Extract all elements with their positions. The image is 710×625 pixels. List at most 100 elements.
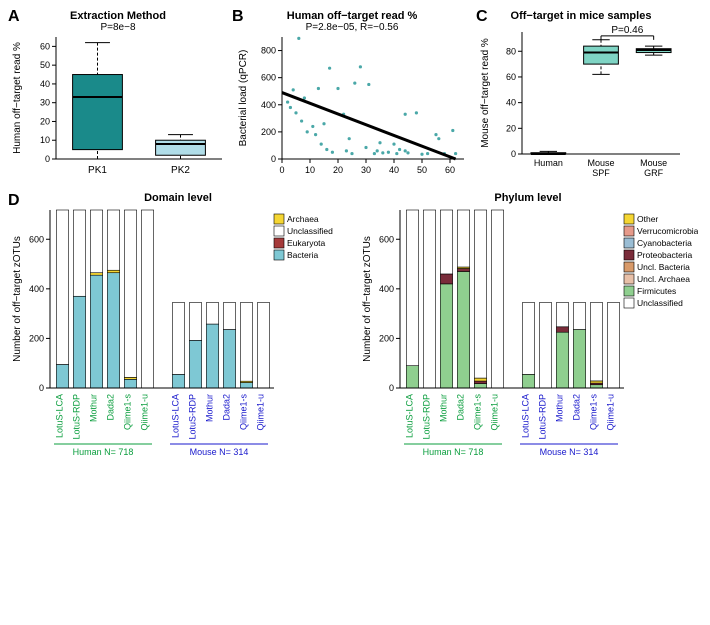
svg-text:Human off−target read %: Human off−target read % [12, 42, 23, 154]
svg-text:Dada2: Dada2 [106, 394, 116, 421]
svg-text:Qiime1-s: Qiime1-s [589, 394, 599, 431]
svg-text:600: 600 [261, 73, 276, 83]
svg-text:LotuS-LCA: LotuS-LCA [521, 394, 531, 438]
panel-c-label: C [476, 8, 488, 26]
svg-text:600: 600 [379, 234, 394, 244]
svg-text:Mouse off−target read %: Mouse off−target read % [480, 38, 491, 148]
panel-a-pvalue: P=8e−8 [8, 22, 228, 33]
panel-b-chart: 02004006008000102030405060Bacterial load… [232, 33, 472, 183]
svg-text:Dada2: Dada2 [572, 394, 582, 421]
panel-c-title: Off−target in mice samples [476, 10, 686, 22]
svg-text:Qiime1-u: Qiime1-u [140, 394, 150, 431]
svg-text:400: 400 [29, 284, 44, 294]
svg-text:Verrucomicrobia: Verrucomicrobia [637, 226, 698, 236]
svg-text:LotuS-LCA: LotuS-LCA [405, 394, 415, 438]
domain-chart: 0 200 400 600 Number of off−target zOTUs Lotu… [8, 204, 348, 464]
svg-text:Qiime1-u: Qiime1-u [606, 394, 616, 431]
svg-text:LotuS-LCA: LotuS-LCA [55, 394, 65, 438]
panel-b-title: Human off−target read % [232, 10, 472, 22]
panel-b: B Human off−target read % P=2.8e−05, R=−… [232, 8, 472, 188]
panel-a-title: Extraction Method [8, 10, 228, 22]
svg-text:0: 0 [279, 165, 284, 175]
svg-text:600: 600 [29, 234, 44, 244]
svg-text:Mouse: Mouse [640, 158, 667, 168]
svg-text:20: 20 [40, 116, 50, 126]
svg-text:20: 20 [506, 123, 516, 133]
svg-text:Qiime1-u: Qiime1-u [256, 394, 266, 431]
svg-text:Unclassified: Unclassified [637, 298, 683, 308]
svg-text:800: 800 [261, 46, 276, 56]
svg-text:80: 80 [506, 46, 516, 56]
svg-text:0: 0 [271, 154, 276, 164]
svg-text:Mouse N= 314: Mouse N= 314 [540, 447, 599, 457]
svg-text:400: 400 [261, 100, 276, 110]
svg-text:Mothur: Mothur [555, 394, 565, 422]
panel-b-stats: P=2.8e−05, R=−0.56 [232, 22, 472, 33]
svg-text:50: 50 [40, 60, 50, 70]
svg-text:Number of off−target zOTUs: Number of off−target zOTUs [12, 236, 23, 362]
panel-a: A Extraction Method P=8e−8 0102030405060… [8, 8, 228, 188]
svg-text:LotuS-RDP: LotuS-RDP [188, 394, 198, 440]
svg-text:0: 0 [39, 383, 44, 393]
svg-text:Uncl. Bacteria: Uncl. Bacteria [637, 262, 690, 272]
svg-text:Mouse N= 314: Mouse N= 314 [190, 447, 249, 457]
svg-text:50: 50 [417, 165, 427, 175]
panel-a-label: A [8, 8, 20, 26]
svg-text:LotuS-RDP: LotuS-RDP [538, 394, 548, 440]
panel-d-label: D [8, 192, 20, 210]
svg-text:40: 40 [389, 165, 399, 175]
svg-text:GRF: GRF [644, 168, 664, 178]
svg-text:30: 30 [40, 98, 50, 108]
svg-text:Human N= 718: Human N= 718 [423, 447, 484, 457]
panel-d: D Domain level 0200400600Number of off−t… [8, 192, 686, 464]
svg-text:Dada2: Dada2 [456, 394, 466, 421]
svg-text:Unclassified: Unclassified [287, 226, 333, 236]
figure-grid: A Extraction Method P=8e−8 0 10 20 30 40 50 60… [8, 8, 702, 464]
svg-text:SPF: SPF [592, 168, 610, 178]
svg-text:60: 60 [445, 165, 455, 175]
svg-text:Bacteria: Bacteria [287, 250, 318, 260]
svg-text:Mouse: Mouse [587, 158, 614, 168]
svg-text:400: 400 [379, 284, 394, 294]
svg-text:200: 200 [29, 333, 44, 343]
svg-text:Cyanobacteria: Cyanobacteria [637, 238, 692, 248]
panel-a-chart: 0102030405060Human off−target read %PK1P… [8, 33, 228, 183]
phylum-title: Phylum level [358, 192, 698, 204]
svg-text:Number of off−target zOTUs: Number of off−target zOTUs [362, 236, 373, 362]
svg-text:LotuS-RDP: LotuS-RDP [422, 394, 432, 440]
svg-text:Archaea: Archaea [287, 214, 319, 224]
svg-text:Bacterial load (qPCR): Bacterial load (qPCR) [238, 50, 249, 147]
svg-text:200: 200 [261, 127, 276, 137]
svg-text:40: 40 [40, 79, 50, 89]
svg-text:Proteobacteria: Proteobacteria [637, 250, 693, 260]
phylum-chart: 0 200 400 600 Number of off−target zOTUs Lotu… [358, 204, 698, 464]
svg-text:10: 10 [40, 135, 50, 145]
svg-text:0: 0 [511, 149, 516, 159]
panel-b-label: B [232, 8, 244, 26]
svg-text:0: 0 [45, 154, 50, 164]
svg-text:30: 30 [361, 165, 371, 175]
svg-text:Qiime1-s: Qiime1-s [473, 394, 483, 431]
svg-text:200: 200 [379, 333, 394, 343]
svg-text:60: 60 [506, 72, 516, 82]
svg-text:Qiime1-s: Qiime1-s [123, 394, 133, 431]
svg-text:Uncl. Archaea: Uncl. Archaea [637, 274, 690, 284]
svg-text:LotuS-RDP: LotuS-RDP [72, 394, 82, 440]
svg-text:0: 0 [389, 383, 394, 393]
svg-text:Dada2: Dada2 [222, 394, 232, 421]
svg-text:Mothur: Mothur [439, 394, 449, 422]
svg-text:PK1: PK1 [88, 165, 107, 176]
svg-text:Human: Human [534, 158, 563, 168]
svg-text:PK2: PK2 [171, 165, 190, 176]
svg-text:Mothur: Mothur [89, 394, 99, 422]
svg-text:10: 10 [305, 165, 315, 175]
svg-text:LotuS-LCA: LotuS-LCA [171, 394, 181, 438]
svg-text:Qiime1-u: Qiime1-u [490, 394, 500, 431]
svg-text:Mothur: Mothur [205, 394, 215, 422]
svg-text:Human N= 718: Human N= 718 [73, 447, 134, 457]
svg-text:40: 40 [506, 98, 516, 108]
panel-c-chart: 0 20 40 60 80 Mouse off−target read % Human Mou… [476, 22, 686, 184]
svg-text:P=0.46: P=0.46 [611, 25, 643, 36]
svg-text:Qiime1-s: Qiime1-s [239, 394, 249, 431]
svg-text:Firmicutes: Firmicutes [637, 286, 676, 296]
